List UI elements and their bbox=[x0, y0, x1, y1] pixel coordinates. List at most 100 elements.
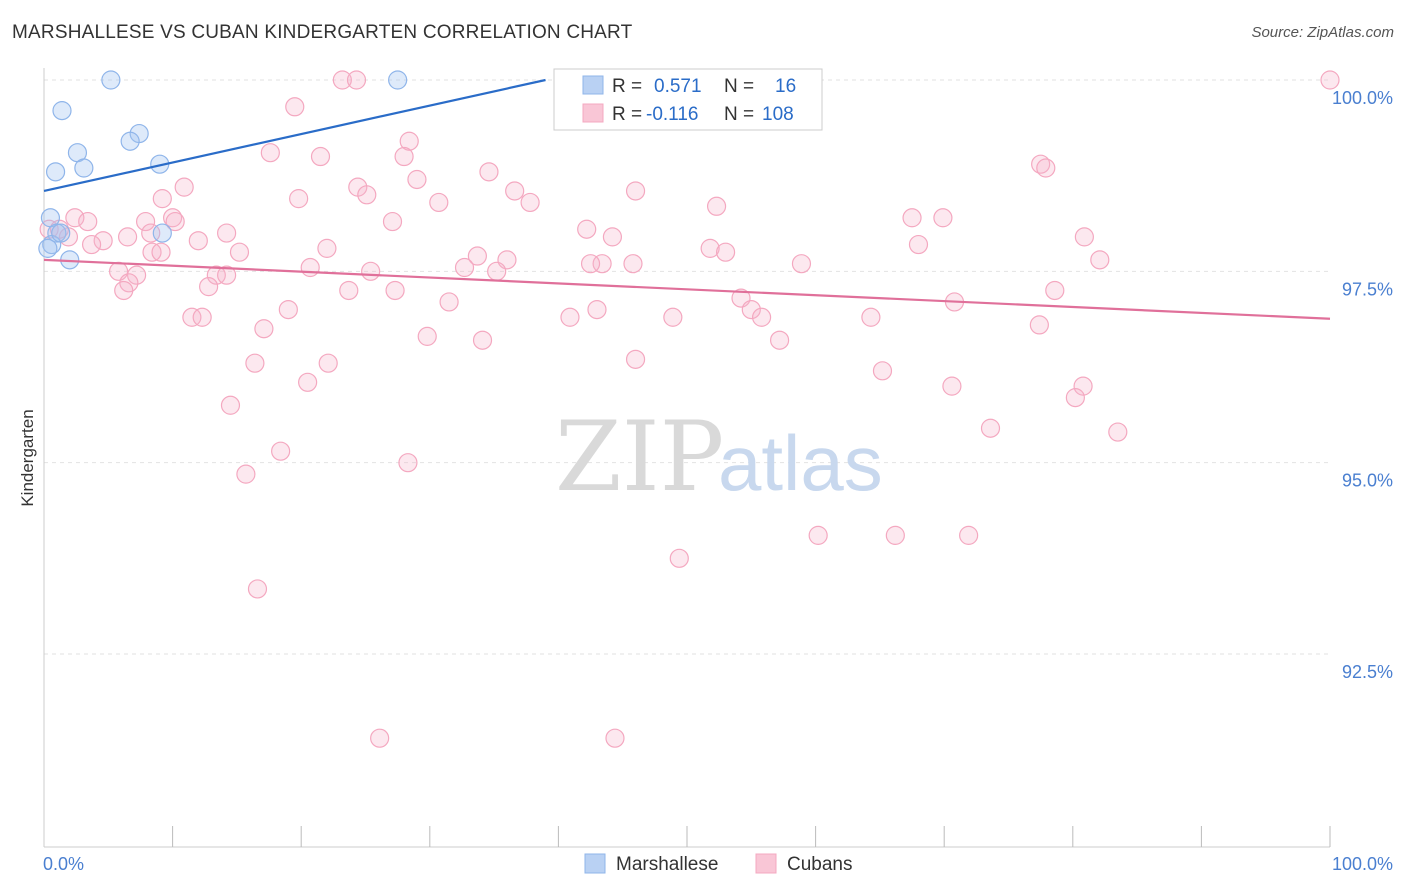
cubans-point-53 bbox=[623, 254, 643, 274]
gridlines bbox=[44, 79, 1330, 655]
marshallese-point-13 bbox=[152, 223, 172, 243]
cubans-point-60 bbox=[206, 265, 226, 285]
cubans-point-9 bbox=[407, 169, 427, 190]
bottom-legend-cubans: Cubans bbox=[787, 854, 853, 875]
cubans-point-23 bbox=[933, 208, 953, 228]
cubans-point-19 bbox=[706, 196, 727, 216]
cubans-point-29 bbox=[382, 211, 403, 232]
cubans-point-24 bbox=[65, 208, 85, 228]
cubans-point-70 bbox=[439, 292, 459, 312]
legend-swatch-marshallese bbox=[582, 75, 604, 95]
cubans-point-47 bbox=[715, 242, 736, 262]
cubans-point-42 bbox=[229, 242, 250, 262]
watermark-atlas: atlas bbox=[718, 419, 883, 507]
cubans-point-38 bbox=[188, 231, 208, 251]
cubans-point-95 bbox=[1108, 422, 1128, 442]
cubans-point-93 bbox=[220, 395, 241, 415]
tick-labels: 100.0% 97.5% 95.0% 92.5% 0.0% 100.0% bbox=[43, 88, 1393, 874]
cubans-point-101 bbox=[885, 525, 905, 545]
cubans-point-4 bbox=[399, 131, 419, 151]
cubans-point-104 bbox=[605, 728, 625, 748]
cubans-point-15 bbox=[152, 189, 172, 209]
cubans-point-64 bbox=[199, 277, 219, 297]
cubans-point-55 bbox=[454, 257, 475, 278]
cubans-point-10 bbox=[174, 177, 194, 197]
cubans-point-13 bbox=[625, 181, 646, 201]
cubans-point-8 bbox=[479, 162, 499, 182]
cubans-point-56 bbox=[300, 257, 320, 278]
cubans-point-86 bbox=[245, 353, 265, 373]
cubans-point-94 bbox=[1065, 388, 1085, 408]
legend-n-label-1: N = bbox=[724, 76, 754, 97]
cubans-point-51 bbox=[592, 254, 612, 274]
x-tick-label-1: 100.0% bbox=[1332, 854, 1393, 874]
marshallese-point-0 bbox=[101, 70, 121, 90]
cubans-point-49 bbox=[908, 234, 929, 255]
cubans-point-91 bbox=[942, 376, 962, 396]
cubans-point-37 bbox=[93, 231, 113, 251]
cubans-point-78 bbox=[663, 307, 683, 327]
cubans-point-12 bbox=[505, 181, 525, 201]
cubans-point-82 bbox=[254, 319, 274, 339]
marshallese-point-6 bbox=[74, 158, 94, 178]
bottom-legend-swatch-marshallese bbox=[584, 853, 606, 874]
cubans-point-5 bbox=[260, 143, 280, 163]
cubans-point-31 bbox=[217, 223, 237, 243]
cubans-point-50 bbox=[1090, 250, 1110, 270]
cubans-point-44 bbox=[467, 246, 487, 266]
cubans-point-48 bbox=[1074, 227, 1094, 247]
cubans-point-80 bbox=[861, 307, 881, 327]
marshallese-trend-line bbox=[43, 78, 546, 193]
cubans-point-16 bbox=[289, 189, 309, 209]
cubans-point-85 bbox=[769, 330, 790, 350]
legend-swatch-cubans bbox=[582, 103, 604, 123]
cubans-point-0 bbox=[332, 70, 352, 90]
cubans-point-84 bbox=[472, 330, 493, 350]
chart-title: MARSHALLESE VS CUBAN KINDERGARTEN CORREL… bbox=[12, 22, 633, 43]
cubans-point-54 bbox=[791, 254, 812, 274]
marshallese-point-15 bbox=[51, 223, 71, 243]
axes bbox=[43, 68, 1331, 848]
watermark-zip: ZIP bbox=[555, 401, 724, 513]
legend-n-label-2: N = bbox=[724, 104, 754, 125]
x-tick-label-0: 0.0% bbox=[43, 854, 84, 874]
marshallese-point-2 bbox=[52, 101, 72, 121]
cubans-point-97 bbox=[271, 441, 291, 461]
source-label: Source: ZipAtlas.com bbox=[1251, 24, 1394, 41]
cubans-point-36 bbox=[117, 227, 138, 247]
cubans-point-26 bbox=[135, 211, 156, 232]
cubans-point-73 bbox=[587, 300, 607, 320]
legend-box: R = 0.571 N = 16 R = -0.116 N = 108 bbox=[553, 68, 823, 131]
cubans-point-75 bbox=[182, 307, 202, 327]
cubans-point-87 bbox=[318, 353, 338, 373]
cubans-point-3 bbox=[285, 97, 305, 117]
cubans-point-107 bbox=[141, 223, 161, 243]
cubans-point-79 bbox=[751, 307, 772, 327]
marshallese-point-1 bbox=[388, 70, 408, 90]
cubans-point-2 bbox=[1320, 70, 1340, 90]
y-tick-label-1: 97.5% bbox=[1342, 279, 1393, 299]
legend-r-value-1: 0.571 bbox=[654, 76, 702, 97]
y-tick-label-2: 95.0% bbox=[1342, 471, 1393, 491]
cubans-point-102 bbox=[247, 579, 268, 599]
cubans-point-43 bbox=[151, 242, 171, 262]
cubans-point-103 bbox=[370, 728, 390, 748]
cubans-point-22 bbox=[902, 208, 922, 228]
cubans-point-98 bbox=[398, 453, 418, 473]
legend-r-label-1: R = bbox=[612, 76, 642, 97]
cubans-point-18 bbox=[520, 192, 540, 213]
legend-n-value-1: 16 bbox=[775, 76, 796, 97]
cubans-point-90 bbox=[298, 372, 318, 392]
cubans-point-65 bbox=[114, 280, 134, 301]
cubans-point-83 bbox=[417, 326, 437, 346]
legend-r-value-2: -0.116 bbox=[646, 104, 698, 125]
cubans-point-1 bbox=[346, 70, 367, 90]
cubans-point-62 bbox=[126, 265, 147, 285]
cubans-point-67 bbox=[385, 280, 405, 301]
cubans-point-6 bbox=[310, 146, 331, 167]
cubans-point-99 bbox=[236, 464, 256, 484]
cubans-point-40 bbox=[317, 238, 337, 258]
cubans-point-21 bbox=[1036, 158, 1056, 178]
cubans-point-14 bbox=[357, 185, 377, 205]
